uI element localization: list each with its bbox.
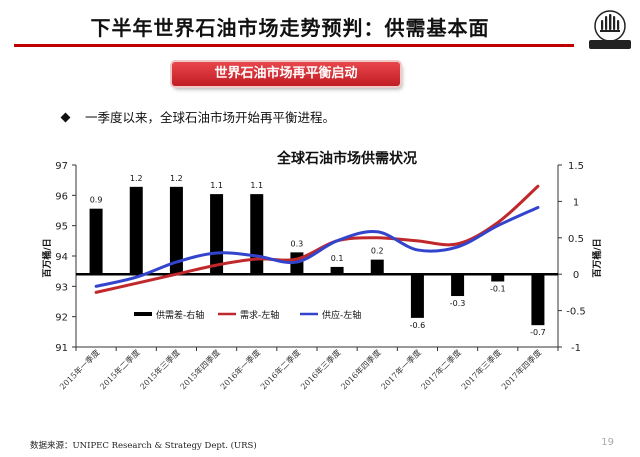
gap-bar	[370, 259, 384, 275]
gap-bar-label: 1.1	[210, 181, 223, 190]
left-tick-label: 93	[55, 282, 68, 293]
title-rule	[14, 44, 574, 47]
gap-bar-label: -0.3	[450, 299, 466, 308]
gap-bar	[330, 266, 344, 275]
x-tick-label: 2015年四季度	[178, 347, 222, 391]
chart-title: 全球石油市场供需状况	[276, 150, 417, 167]
gap-bar	[250, 194, 264, 275]
gap-bar	[451, 274, 465, 297]
demand-line-point	[175, 273, 178, 276]
gap-bar-label: -0.7	[530, 328, 546, 337]
supply-line-point	[255, 255, 258, 257]
gap-bar-label: 0.1	[331, 254, 344, 263]
x-tick-label: 2017年二季度	[419, 347, 463, 391]
supply-line-point	[215, 252, 218, 254]
legend-supply-label: 供应-左轴	[322, 309, 361, 321]
section-banner: 世界石油市场再平衡启动	[172, 62, 400, 86]
gap-bar-label: 0.9	[90, 196, 103, 205]
demand-line-point	[255, 258, 258, 260]
supply-line-point	[537, 206, 539, 209]
supply-line-point	[296, 261, 298, 263]
right-axis-title: 百万桶/日	[591, 238, 603, 277]
left-tick-label: 91	[55, 343, 68, 354]
left-tick-label: 92	[55, 313, 68, 324]
x-tick-label: 2017年一季度	[379, 347, 423, 391]
x-tick-label: 2015年三季度	[138, 347, 182, 391]
company-logo-icon	[589, 10, 631, 49]
gap-bar	[129, 186, 143, 275]
left-tick-label: 94	[55, 252, 68, 263]
right-tick-label: 0	[573, 270, 579, 281]
left-axis-title: 百万桶/日	[41, 238, 53, 277]
gap-bar-label: -0.6	[410, 321, 426, 330]
demand-line-point	[537, 185, 539, 188]
x-tick-label: 2016年一季度	[218, 347, 262, 391]
gap-bar-label: -0.1	[490, 284, 506, 293]
supply-line-point	[416, 249, 419, 251]
left-tick-label: 96	[55, 191, 68, 202]
legend-gap-label: 供需差-右轴	[156, 309, 204, 321]
supply-line-point	[135, 276, 138, 279]
gap-bar-label: 0.2	[371, 247, 384, 256]
demand-line-point	[416, 240, 419, 242]
right-tick-label: 1.5	[568, 161, 584, 172]
demand-line	[94, 184, 540, 294]
supply-line	[94, 205, 540, 288]
supply-line-point	[496, 224, 499, 227]
demand-line-point	[215, 264, 218, 266]
x-tick-label: 2017年四季度	[499, 347, 543, 391]
gap-bar-label: 1.2	[170, 174, 183, 183]
demand-line-point	[376, 237, 379, 239]
demand-line-point	[296, 258, 298, 260]
right-tick-label: -0.5	[566, 307, 586, 318]
x-tick-label: 2016年二季度	[258, 347, 302, 391]
x-tick-label: 2016年三季度	[298, 347, 342, 391]
left-tick-label: 95	[55, 222, 68, 233]
gap-bar-label: 0.3	[291, 239, 304, 248]
gap-bar	[410, 274, 424, 318]
gap-bar-label: 1.1	[250, 181, 263, 190]
demand-line-point	[456, 243, 459, 245]
supply-line-point	[95, 285, 97, 288]
right-tick-label: 1	[573, 197, 579, 208]
gap-bar	[531, 274, 545, 326]
bullet-text: 一季度以来，全球石油市场开始再平衡进程。	[85, 110, 336, 125]
supply-line-point	[376, 230, 379, 233]
page-number: 19	[601, 437, 614, 448]
x-tick-label: 2017年三季度	[459, 347, 503, 391]
page-title: 下半年世界石油市场走势预判：供需基本面	[90, 16, 490, 40]
data-source: 数据来源：UNIPEC Research & Strategy Dept. (U…	[30, 441, 257, 451]
gap-bar	[491, 274, 505, 282]
demand-line-point	[95, 291, 97, 294]
x-tick-label: 2015年二季度	[98, 347, 142, 391]
supply-line-point	[175, 261, 178, 263]
gap-bar-label: 1.2	[130, 174, 143, 183]
gap-bar	[210, 194, 224, 275]
bullet-point: 一季度以来，全球石油市场开始再平衡进程。	[60, 107, 336, 126]
supply-line-point	[456, 246, 459, 248]
x-tick-label: 2016年四季度	[339, 347, 383, 391]
gap-bar	[169, 186, 183, 275]
demand-line-point	[135, 282, 138, 285]
right-tick-label: 0.5	[568, 234, 584, 245]
left-tick-label: 97	[55, 161, 68, 172]
gap-bar	[89, 208, 103, 275]
demand-line-point	[496, 221, 499, 224]
right-tick-label: -1	[571, 343, 581, 354]
legend-demand-label: 需求-左轴	[240, 309, 279, 321]
supply-line-point	[336, 240, 338, 242]
